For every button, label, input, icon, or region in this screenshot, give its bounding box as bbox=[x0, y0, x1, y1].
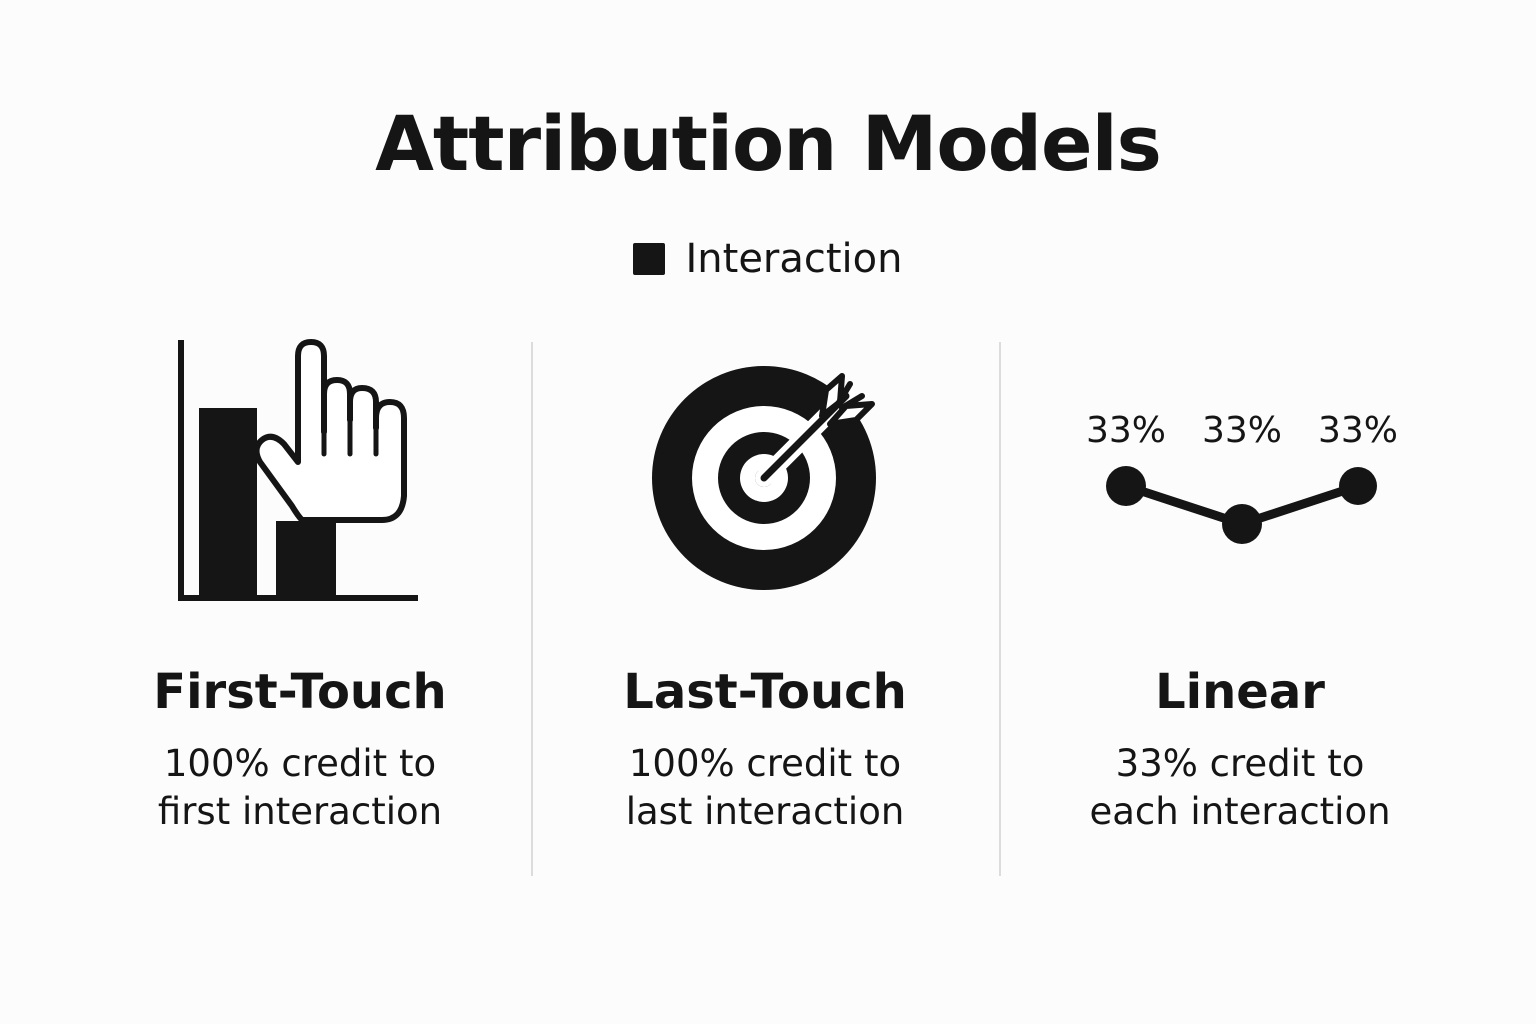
point-label-1: 33% bbox=[1086, 410, 1166, 451]
model-name-first-touch: First-Touch bbox=[153, 664, 447, 720]
path-node-1 bbox=[1106, 466, 1146, 506]
model-description-linear: 33% credit to each interaction bbox=[1000, 740, 1480, 836]
description-line: first interaction bbox=[157, 790, 443, 833]
description-line: last interaction bbox=[625, 790, 905, 833]
linear-path-icon: 33% 33% 33% bbox=[1086, 410, 1398, 544]
legend-swatch bbox=[633, 243, 666, 275]
legend-label: Interaction bbox=[685, 236, 903, 282]
legend: Interaction bbox=[0, 236, 1536, 282]
page-title: Attribution Models bbox=[375, 99, 1162, 188]
column-divider-1 bbox=[531, 342, 533, 876]
description-line: 100% credit to bbox=[628, 742, 902, 785]
column-divider-2 bbox=[999, 342, 1001, 876]
model-description-first-touch: 100% credit to first interaction bbox=[60, 740, 540, 836]
model-name-last-touch: Last-Touch bbox=[623, 664, 907, 720]
model-description-last-touch: 100% credit to last interaction bbox=[530, 740, 1000, 836]
point-label-3: 33% bbox=[1318, 410, 1398, 451]
description-line: 33% credit to bbox=[1115, 742, 1365, 785]
target-arrow-icon bbox=[652, 366, 876, 590]
point-label-2: 33% bbox=[1202, 410, 1282, 451]
description-line: 100% credit to bbox=[163, 742, 437, 785]
short-bar bbox=[276, 521, 336, 596]
tall-bar bbox=[199, 408, 257, 596]
model-name-linear: Linear bbox=[1155, 664, 1325, 720]
path-node-3 bbox=[1339, 467, 1377, 505]
bar-chart-pointer-hand-icon bbox=[178, 339, 418, 601]
description-line: each interaction bbox=[1089, 790, 1391, 833]
path-node-2 bbox=[1222, 504, 1262, 544]
